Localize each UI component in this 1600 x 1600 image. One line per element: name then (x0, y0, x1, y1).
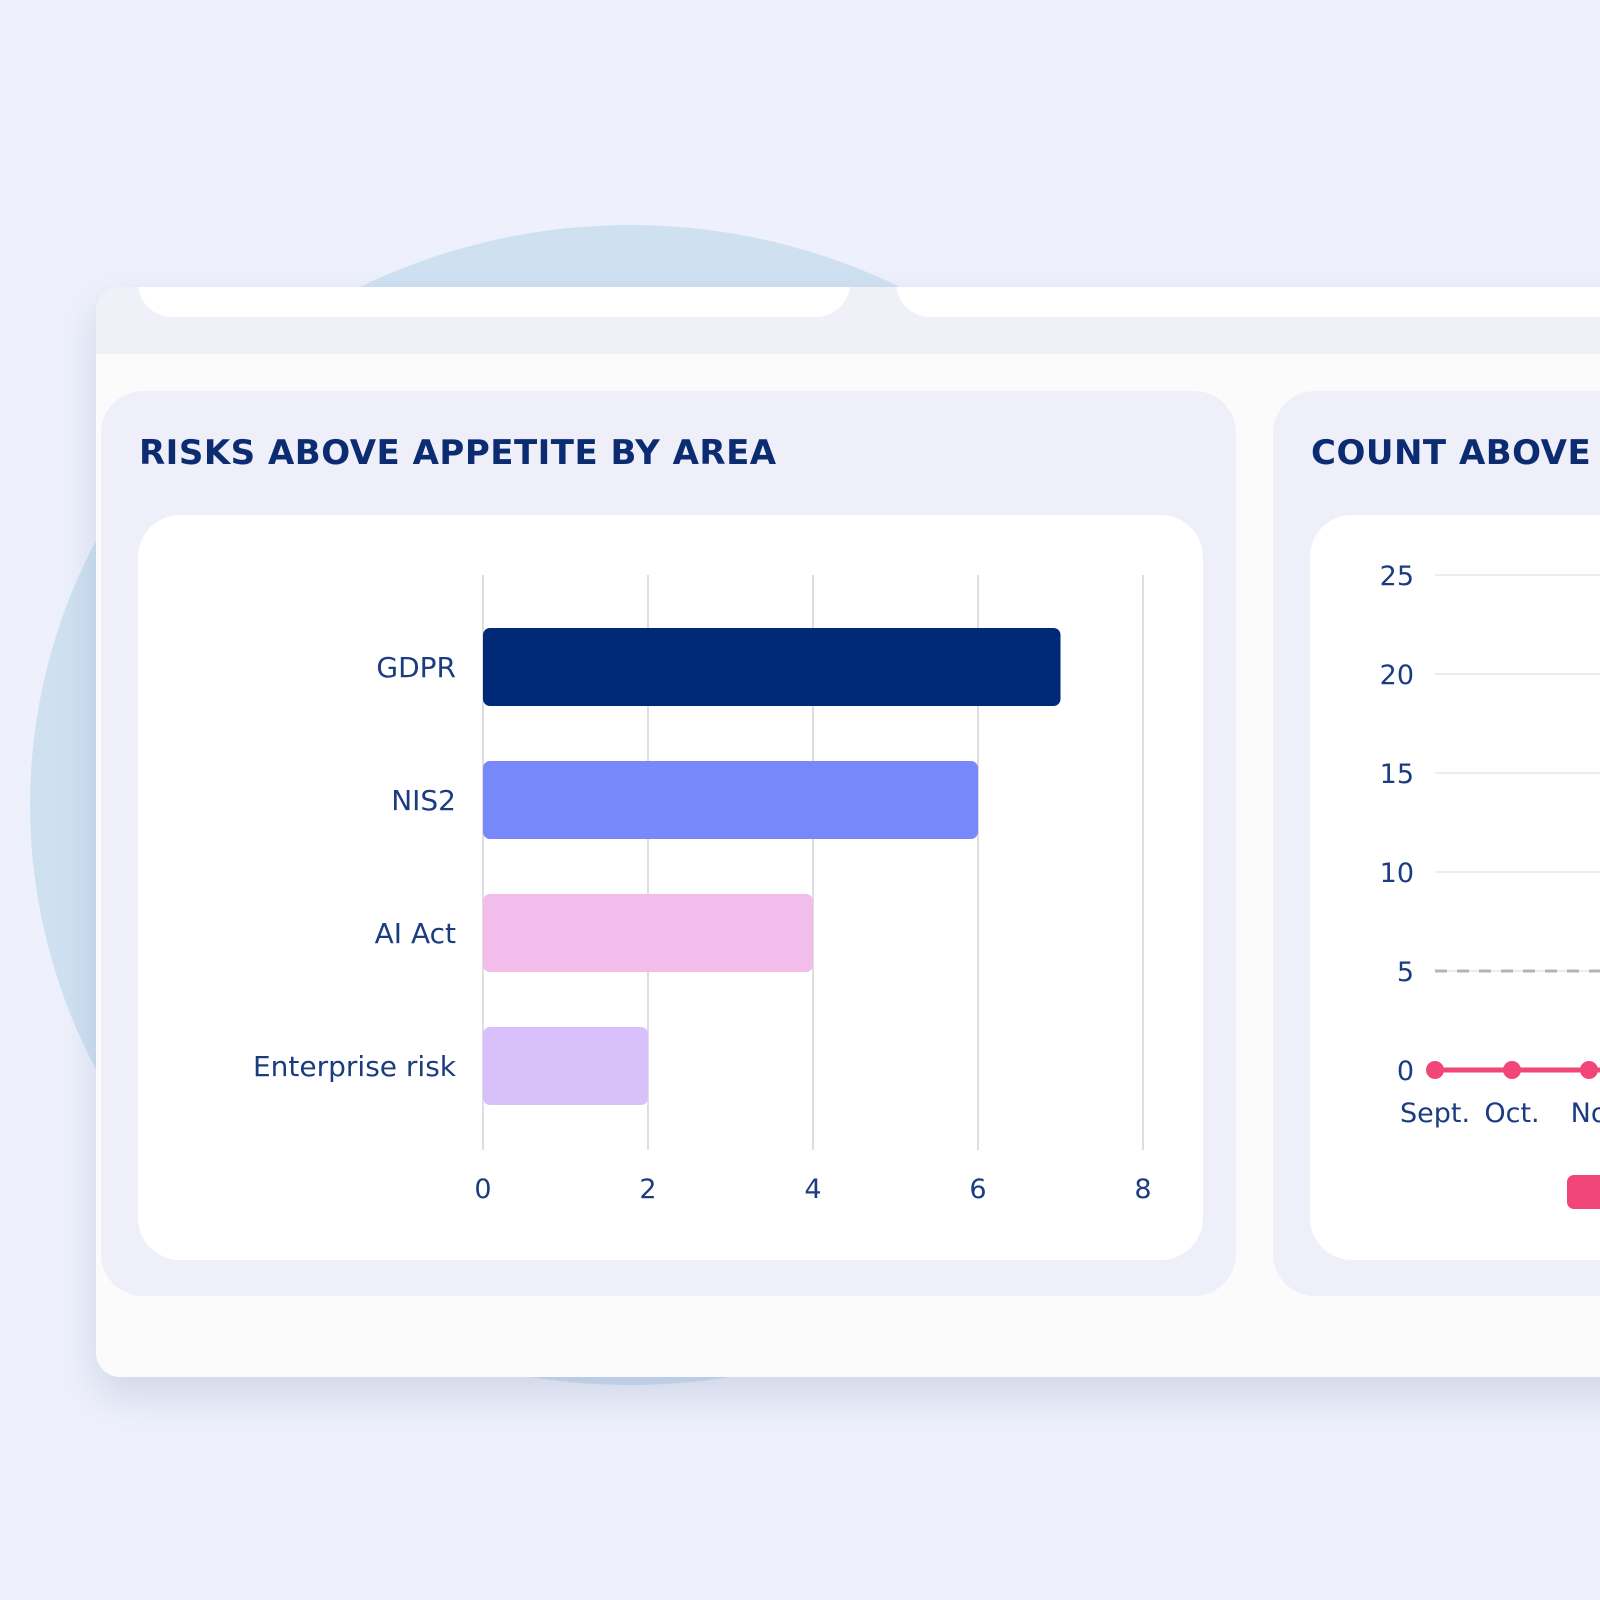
category-label: AI Act (375, 917, 456, 950)
top-strip (96, 287, 1600, 354)
line-chart: 0 5 10 15 20 25 Sept. Oct. No (1380, 561, 1600, 1209)
y-tick-label: 0 (1397, 1056, 1414, 1087)
y-tick-label: 20 (1380, 660, 1414, 691)
data-point (1426, 1061, 1444, 1079)
y-tick-label: 10 (1380, 858, 1414, 889)
y-tick-label: 15 (1380, 759, 1414, 790)
data-point (1580, 1061, 1598, 1079)
x-tick-label: Sept. (1400, 1098, 1470, 1129)
top-card-right (896, 287, 1600, 317)
x-tick-label: 4 (804, 1174, 821, 1205)
count-above-panel: COUNT ABOVE A 0 5 10 15 20 25 Sept. Oct. No (1273, 391, 1600, 1296)
dashboard-window: RISKS ABOVE APPETITE BY AREA 0 2 4 6 8 GDPR NI… (96, 287, 1600, 1377)
bar (483, 1027, 648, 1105)
x-tick-label: 2 (639, 1174, 656, 1205)
y-tick-label: 5 (1397, 957, 1414, 988)
risks-by-area-panel: RISKS ABOVE APPETITE BY AREA 0 2 4 6 8 GDPR NI… (101, 391, 1236, 1296)
bar (483, 761, 978, 839)
data-point (1503, 1061, 1521, 1079)
bar (483, 894, 813, 972)
category-label: NIS2 (391, 784, 456, 817)
y-tick-label: 25 (1380, 561, 1414, 592)
line-chart-card: 0 5 10 15 20 25 Sept. Oct. No (1310, 515, 1600, 1260)
legend-swatch (1567, 1175, 1600, 1209)
x-tick-label: 0 (474, 1174, 491, 1205)
category-label: Enterprise risk (253, 1050, 457, 1083)
top-card-left (138, 287, 850, 317)
category-label: GDPR (376, 651, 456, 684)
risks-by-area-title: RISKS ABOVE APPETITE BY AREA (139, 433, 777, 473)
x-tick-label: 6 (969, 1174, 986, 1205)
x-tick-label: Oct. (1484, 1098, 1539, 1129)
x-tick-label: No (1571, 1098, 1600, 1129)
bar-chart-card: 0 2 4 6 8 GDPR NIS2 AI Act Enterprise risk (138, 515, 1203, 1260)
count-above-title: COUNT ABOVE A (1311, 433, 1600, 473)
bar-chart: 0 2 4 6 8 GDPR NIS2 AI Act Enterprise risk (253, 575, 1152, 1205)
x-tick-label: 8 (1134, 1174, 1151, 1205)
bar (483, 628, 1061, 706)
